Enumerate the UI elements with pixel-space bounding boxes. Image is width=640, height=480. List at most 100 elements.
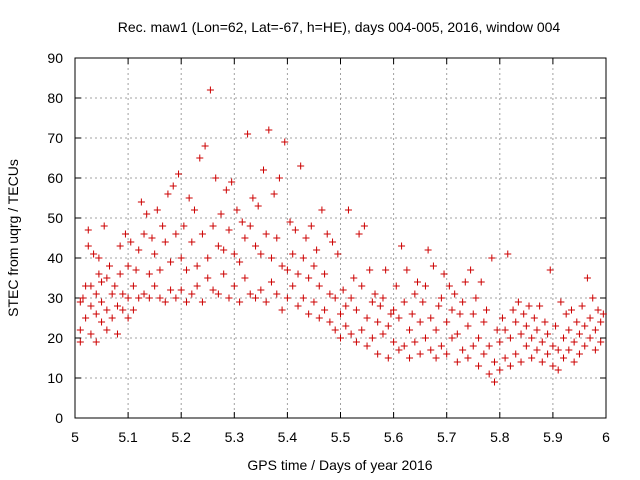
data-point [310, 262, 318, 270]
data-point [321, 270, 329, 278]
data-point [498, 314, 506, 322]
data-point [469, 342, 477, 350]
data-point [260, 166, 268, 174]
data-point [488, 254, 496, 262]
data-point [557, 298, 565, 306]
data-point [132, 266, 140, 274]
data-point [413, 278, 421, 286]
data-point [472, 294, 480, 302]
data-point [435, 302, 443, 310]
data-point [485, 342, 493, 350]
data-point [400, 298, 408, 306]
data-point [387, 310, 395, 318]
data-point [493, 326, 501, 334]
data-point [294, 270, 302, 278]
y-tick-label: 50 [47, 210, 63, 226]
data-point [437, 294, 445, 302]
data-point [79, 294, 87, 302]
data-point [432, 354, 440, 362]
data-point [456, 310, 464, 318]
data-point [275, 174, 283, 182]
data-point [429, 262, 437, 270]
y-tick-label: 70 [47, 130, 63, 146]
data-point [427, 314, 435, 322]
data-point [329, 238, 337, 246]
data-point [246, 290, 254, 298]
data-point [196, 154, 204, 162]
data-point [467, 266, 475, 274]
data-point [297, 162, 305, 170]
data-point [190, 206, 198, 214]
data-point [95, 254, 103, 262]
y-tick-label: 40 [47, 250, 63, 266]
data-point [384, 354, 392, 362]
data-point [92, 310, 100, 318]
data-point [252, 294, 260, 302]
data-point [135, 246, 143, 254]
data-point [111, 282, 119, 290]
y-tick-label: 10 [47, 370, 63, 386]
data-point [374, 318, 382, 326]
data-point [220, 246, 228, 254]
x-tick-label: 5.9 [543, 429, 563, 445]
data-point [241, 274, 249, 282]
data-point [323, 230, 331, 238]
data-point [124, 294, 132, 302]
data-point [225, 226, 233, 234]
data-point [586, 334, 594, 342]
data-point [512, 350, 520, 358]
data-point [562, 310, 570, 318]
data-point [366, 266, 374, 274]
data-point [517, 358, 525, 366]
data-point [432, 326, 440, 334]
data-point [501, 354, 509, 362]
data-point [76, 298, 84, 306]
data-point [273, 290, 281, 298]
data-point [496, 338, 504, 346]
data-point [544, 350, 552, 358]
data-point [198, 298, 206, 306]
data-point [469, 310, 477, 318]
data-point [358, 326, 366, 334]
data-point [302, 234, 310, 242]
data-point [278, 262, 286, 270]
data-point [92, 338, 100, 346]
data-point [129, 306, 137, 314]
data-point [124, 262, 132, 270]
data-point [198, 230, 206, 238]
data-point [528, 354, 536, 362]
data-point [283, 266, 291, 274]
data-point [570, 338, 578, 346]
data-point [440, 270, 448, 278]
data-point [583, 274, 591, 282]
data-point [326, 290, 334, 298]
data-point [421, 282, 429, 290]
data-point [140, 230, 148, 238]
data-point [599, 310, 607, 318]
data-point [220, 270, 228, 278]
data-point [522, 342, 530, 350]
data-point [206, 86, 214, 94]
data-point [299, 294, 307, 302]
data-point [87, 302, 95, 310]
data-point [506, 334, 514, 342]
data-point [98, 278, 106, 286]
data-point [98, 298, 106, 306]
data-point [180, 222, 188, 230]
data-point [437, 342, 445, 350]
data-point [214, 242, 222, 250]
y-axis-ticks: 0 10 20 30 40 50 60 70 80 90 [47, 50, 606, 426]
data-point [188, 290, 196, 298]
data-point [400, 342, 408, 350]
data-point [575, 350, 583, 358]
data-point [244, 130, 252, 138]
data-point [315, 314, 323, 322]
x-tick-label: 6 [602, 429, 610, 445]
data-point [514, 298, 522, 306]
data-point [560, 334, 568, 342]
data-point [424, 246, 432, 254]
data-point [127, 238, 135, 246]
data-point [135, 294, 143, 302]
data-point [342, 322, 350, 330]
